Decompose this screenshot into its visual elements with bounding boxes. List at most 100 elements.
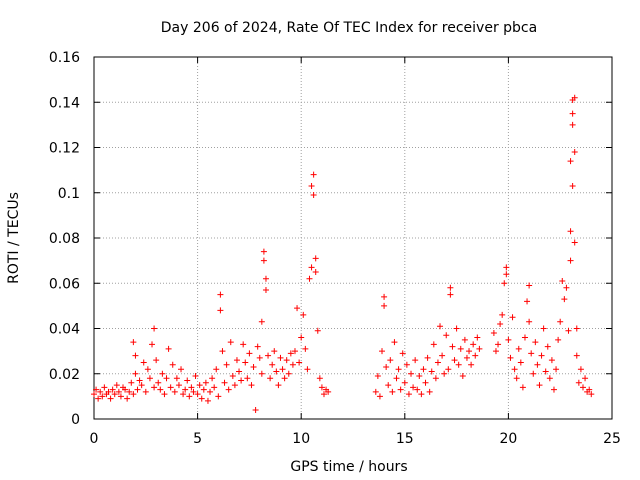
data-point — [233, 357, 240, 364]
data-point — [569, 121, 576, 128]
data-point — [492, 348, 499, 355]
data-point — [194, 391, 201, 398]
x-tick-label: 10 — [292, 431, 310, 447]
data-point — [542, 368, 549, 375]
data-point — [528, 350, 535, 357]
data-point — [298, 334, 305, 341]
data-point — [312, 268, 319, 275]
data-point — [306, 275, 313, 282]
data-point — [142, 388, 149, 395]
data-point — [565, 327, 572, 334]
data-point — [157, 386, 164, 393]
data-point — [320, 391, 327, 398]
grid-lines — [94, 57, 612, 419]
data-point — [410, 384, 417, 391]
data-point — [184, 377, 191, 384]
data-point — [269, 361, 276, 368]
data-point — [163, 375, 170, 382]
data-point — [383, 363, 390, 370]
data-point — [242, 359, 249, 366]
data-point — [443, 332, 450, 339]
data-point — [271, 348, 278, 355]
data-point — [544, 343, 551, 350]
data-point — [219, 348, 226, 355]
data-point — [519, 384, 526, 391]
data-point — [387, 357, 394, 364]
data-point — [130, 391, 137, 398]
data-point — [495, 341, 502, 348]
data-point — [457, 345, 464, 352]
data-point — [405, 391, 412, 398]
data-point — [397, 386, 404, 393]
data-point — [310, 171, 317, 178]
data-point — [113, 382, 120, 389]
data-point — [175, 382, 182, 389]
data-point — [441, 370, 448, 377]
data-point — [501, 280, 508, 287]
data-point — [124, 395, 131, 402]
data-point — [468, 361, 475, 368]
data-point — [507, 354, 514, 361]
data-point — [420, 366, 427, 373]
data-point — [461, 336, 468, 343]
data-point — [318, 384, 325, 391]
data-point — [267, 375, 274, 382]
data-point — [573, 352, 580, 359]
y-tick-label: 0.14 — [49, 95, 80, 111]
data-point — [260, 257, 267, 264]
data-point — [126, 388, 133, 395]
data-point — [517, 359, 524, 366]
data-point — [178, 366, 185, 373]
data-point — [575, 379, 582, 386]
data-point — [418, 391, 425, 398]
data-point — [128, 379, 135, 386]
x-axis-label: GPS time / hours — [290, 459, 407, 475]
data-point — [182, 386, 189, 393]
data-point — [180, 391, 187, 398]
data-point — [314, 327, 321, 334]
data-point — [308, 182, 315, 189]
data-point — [151, 384, 158, 391]
data-point — [563, 284, 570, 291]
data-point — [571, 94, 578, 101]
data-point — [265, 352, 272, 359]
data-point — [213, 366, 220, 373]
data-point — [509, 314, 516, 321]
data-point — [310, 192, 317, 199]
y-tick-label: 0 — [71, 412, 80, 428]
data-point — [503, 264, 510, 271]
data-point — [93, 386, 100, 393]
data-point — [134, 386, 141, 393]
data-point — [236, 368, 243, 375]
data-point — [577, 366, 584, 373]
data-point — [258, 318, 265, 325]
data-point — [424, 354, 431, 361]
data-point — [136, 377, 143, 384]
data-point — [470, 341, 477, 348]
data-point — [437, 323, 444, 330]
data-point — [412, 357, 419, 364]
data-point — [532, 339, 539, 346]
data-point — [399, 350, 406, 357]
data-point — [540, 325, 547, 332]
data-point — [146, 375, 153, 382]
data-point — [109, 386, 116, 393]
data-point — [447, 284, 454, 291]
data-point — [571, 239, 578, 246]
data-point — [204, 397, 211, 404]
data-point — [472, 352, 479, 359]
data-point — [262, 287, 269, 294]
data-point — [526, 282, 533, 289]
data-point — [225, 386, 232, 393]
data-point — [250, 363, 257, 370]
data-point — [111, 391, 118, 398]
data-point — [497, 320, 504, 327]
data-point — [285, 370, 292, 377]
data-point — [105, 388, 112, 395]
data-point — [221, 379, 228, 386]
data-point — [291, 348, 298, 355]
data-point — [490, 330, 497, 337]
data-point — [159, 370, 166, 377]
data-point — [165, 345, 172, 352]
data-point — [401, 379, 408, 386]
